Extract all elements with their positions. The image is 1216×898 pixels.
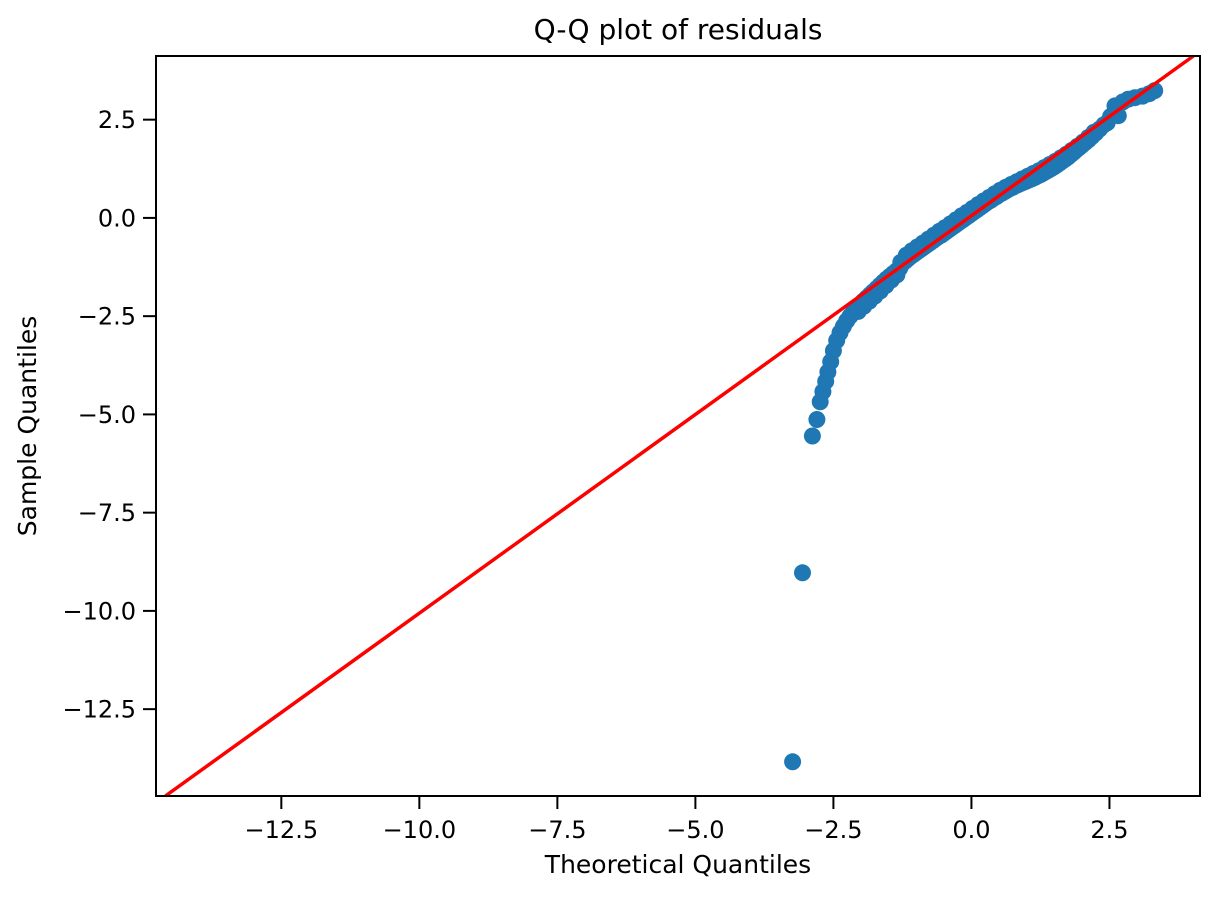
x-tick-label: 0.0 [952, 816, 990, 844]
y-tick-label: −7.5 [78, 499, 136, 527]
x-tick-label: −10.0 [383, 816, 457, 844]
reference-line-layer [164, 54, 1195, 798]
y-tick-label: −5.0 [78, 401, 136, 429]
x-tick-label: −2.5 [804, 816, 862, 844]
x-tick-label: 2.5 [1090, 816, 1128, 844]
y-axis-ticks: 2.5 0.0 −2.5 −5.0 −7.5 −10.0 −12.5 [62, 106, 155, 724]
y-axis-label: Sample Quantiles [13, 316, 42, 536]
x-tick-label: −7.5 [528, 816, 586, 844]
x-axis-label: Theoretical Quantiles [544, 850, 811, 879]
reference-line [164, 54, 1195, 798]
scatter-points-layer [784, 82, 1164, 771]
y-tick-label: 2.5 [98, 106, 136, 134]
y-tick-label: −2.5 [78, 303, 136, 331]
x-axis-ticks: −12.5 −10.0 −7.5 −5.0 −2.5 0.0 2.5 [245, 797, 1129, 844]
scatter-point [808, 411, 826, 428]
scatter-point [1085, 123, 1103, 141]
y-tick-label: 0.0 [98, 204, 136, 232]
y-tick-label: −10.0 [62, 597, 136, 625]
scatter-point [803, 427, 821, 445]
plot-area-frame [155, 55, 1201, 797]
scatter-point [794, 564, 811, 582]
x-tick-label: −5.0 [666, 816, 724, 844]
y-tick-label: −12.5 [62, 696, 136, 724]
chart-title: Q-Q plot of residuals [534, 13, 823, 46]
x-tick-label: −12.5 [245, 816, 319, 844]
scatter-point [784, 753, 802, 771]
